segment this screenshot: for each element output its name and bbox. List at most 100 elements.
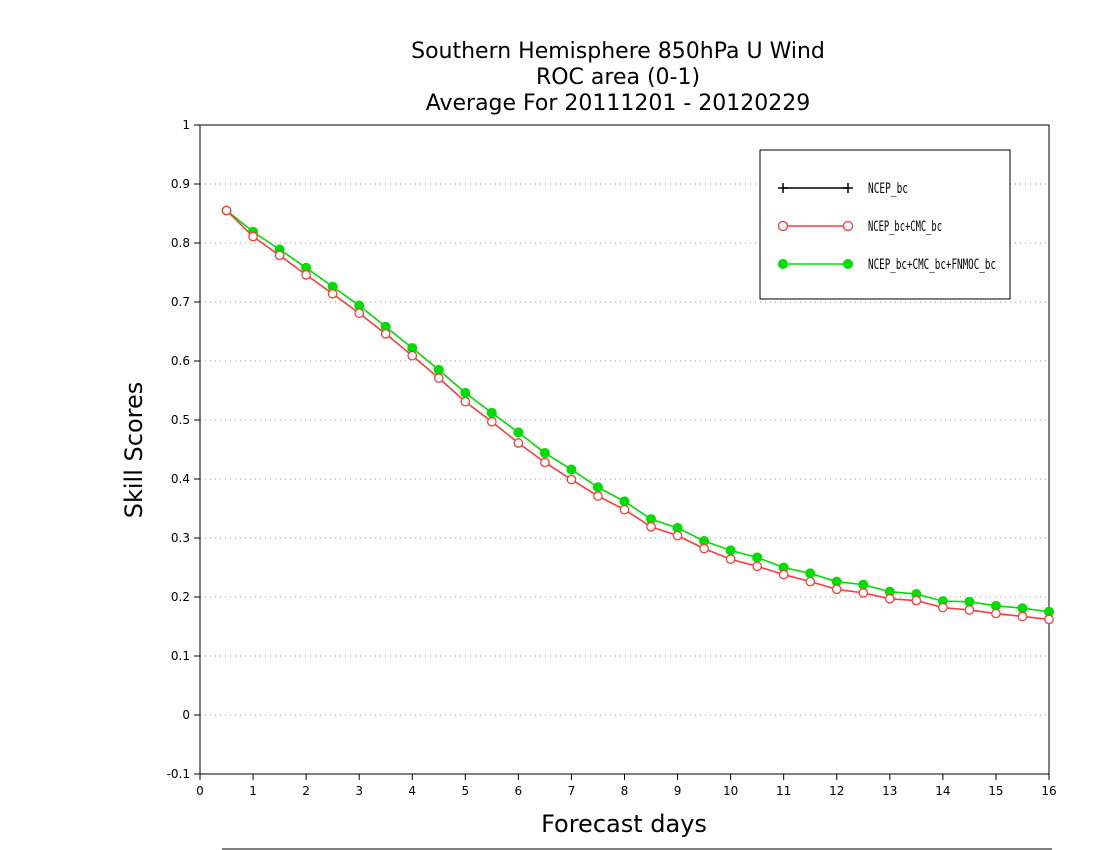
x-tick-label: 7 (568, 784, 576, 798)
legend-marker (777, 220, 789, 232)
data-point (725, 545, 736, 556)
data-point (1044, 614, 1054, 625)
data-point (301, 270, 311, 280)
data-point (619, 504, 630, 515)
legend-marker (778, 183, 788, 193)
legend: NCEP_bc NCEP_bc+CMC_bc NCEP_bc+CMC_bc+FNMO… (759, 149, 1011, 300)
x-tick-label: 4 (408, 784, 416, 798)
x-tick-label: 8 (621, 784, 629, 798)
data-point (274, 250, 285, 261)
data-point (460, 387, 471, 398)
y-tick-label: 0.2 (171, 590, 190, 604)
y-tick-label: 0.9 (171, 177, 190, 191)
data-point (858, 588, 869, 598)
x-tick-label: 14 (935, 784, 950, 798)
series-1 (221, 205, 1054, 625)
data-point (460, 396, 471, 407)
y-tick-label: 0.7 (171, 295, 190, 309)
data-point (486, 416, 497, 427)
legend-marker (843, 183, 853, 193)
data-point (964, 605, 975, 615)
data-point (248, 231, 258, 242)
x-tick-label: 3 (355, 784, 363, 798)
y-tick-label: 0.5 (171, 413, 190, 427)
x-tick-label: 2 (302, 784, 310, 798)
data-point (540, 457, 550, 468)
title-line-3: Average For 20111201 - 20120229 (426, 91, 811, 116)
x-tick-label: 12 (829, 784, 844, 798)
y-tick-label: 1 (182, 118, 190, 132)
data-point (513, 427, 524, 438)
data-point (805, 576, 816, 587)
title-line-2: ROC area (0-1) (536, 65, 700, 90)
data-point (991, 608, 1001, 619)
x-tick-label: 6 (515, 784, 523, 798)
data-point (964, 596, 975, 607)
data-point (486, 407, 497, 418)
data-point (911, 595, 922, 606)
y-tick-label: -0.1 (167, 767, 190, 781)
data-point (566, 464, 577, 475)
data-point (593, 491, 603, 501)
data-point (619, 496, 630, 507)
y-axis-ticks: -0.1 0 0.1 0.2 0.3 0.4 0.5 0.6 0.7 0.8 0.9 1 (167, 118, 200, 781)
x-axis-ticks: 0 1 2 3 4 5 6 7 8 9 10 11 12 13 14 15 16 (196, 774, 1057, 798)
data-point (699, 543, 709, 554)
y-tick-label: 0.4 (171, 472, 190, 486)
data-point (858, 579, 869, 590)
data-point (672, 530, 683, 541)
y-tick-label: 0.6 (171, 354, 190, 368)
data-point (407, 350, 418, 361)
x-axis-label: Forecast days (541, 810, 707, 838)
data-point (752, 561, 763, 572)
legend-item: NCEP_bc+CMC_bc+FNMOC_bc (778, 257, 996, 273)
data-point (805, 568, 816, 579)
legend-marker (842, 220, 854, 232)
data-point (327, 288, 338, 299)
title-line-1: Southern Hemisphere 850hPa U Wind (411, 39, 825, 64)
x-tick-label: 10 (723, 784, 738, 798)
y-tick-label: 0.8 (171, 236, 190, 250)
legend-label: NCEP_bc+CMC_bc+FNMOC_bc (868, 257, 996, 273)
x-tick-label: 9 (674, 784, 682, 798)
y-tick-label: 0.3 (171, 531, 190, 545)
data-point (752, 552, 763, 563)
x-tick-label: 16 (1041, 784, 1056, 798)
data-point (433, 373, 444, 383)
x-tick-label: 0 (196, 784, 204, 798)
data-point (884, 593, 895, 604)
legend-item: NCEP_bc (778, 181, 908, 197)
data-point (566, 474, 577, 485)
data-point (513, 438, 524, 448)
x-tick-label: 1 (249, 784, 257, 798)
x-tick-label: 15 (988, 784, 1003, 798)
data-point (380, 329, 391, 339)
y-tick-label: 0.1 (171, 649, 190, 663)
legend-box (759, 149, 1011, 300)
data-point (221, 205, 232, 216)
x-tick-label: 5 (461, 784, 469, 798)
data-point (646, 521, 656, 532)
chart-title: Southern Hemisphere 850hPa U Wind ROC ar… (411, 39, 825, 116)
legend-label: NCEP_bc+CMC_bc (868, 219, 942, 235)
data-point (592, 482, 603, 493)
legend-label: NCEP_bc (868, 181, 908, 197)
data-point (1017, 603, 1028, 614)
data-point (725, 554, 736, 565)
data-point (778, 569, 789, 580)
y-tick-label: 0 (182, 708, 190, 722)
data-point (433, 364, 444, 375)
legend-marker (778, 259, 788, 269)
y-axis-label: Skill Scores (120, 382, 148, 519)
x-tick-label: 13 (882, 784, 897, 798)
series-layer (221, 205, 1054, 625)
x-tick-label: 11 (776, 784, 791, 798)
data-point (354, 308, 365, 319)
data-point (1017, 611, 1028, 622)
data-point (539, 448, 550, 459)
data-point (831, 584, 842, 595)
data-point (938, 602, 948, 613)
legend-marker (843, 259, 853, 269)
legend-item: NCEP_bc+CMC_bc (777, 219, 942, 235)
